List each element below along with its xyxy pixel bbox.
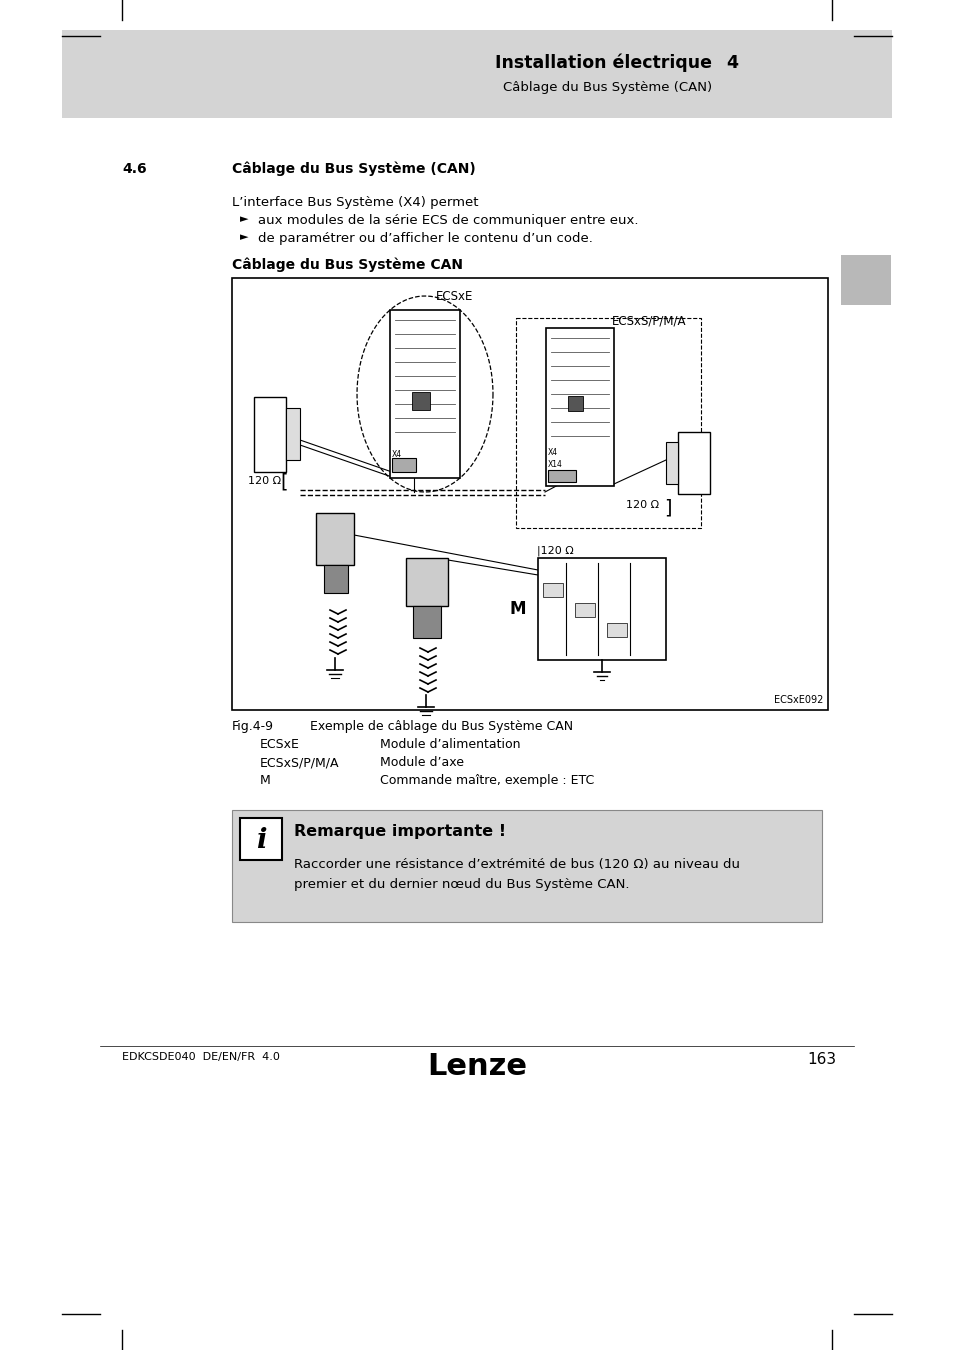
Text: Câblage du Bus Système CAN: Câblage du Bus Système CAN (232, 256, 462, 271)
Text: ECSxS/P/M/A: ECSxS/P/M/A (612, 315, 686, 328)
Text: M: M (260, 774, 271, 787)
Text: X4: X4 (392, 450, 402, 459)
Text: Remarque importante !: Remarque importante ! (294, 824, 506, 838)
FancyBboxPatch shape (678, 432, 709, 494)
Text: Câblage du Bus Système (CAN): Câblage du Bus Système (CAN) (502, 81, 711, 93)
Text: premier et du dernier nœud du Bus Système CAN.: premier et du dernier nœud du Bus Systèm… (294, 878, 629, 891)
Text: ECSxE: ECSxE (436, 290, 474, 302)
Text: ECSxE092: ECSxE092 (773, 695, 822, 705)
FancyBboxPatch shape (62, 30, 891, 117)
FancyBboxPatch shape (392, 458, 416, 472)
Text: [: [ (280, 472, 287, 491)
Text: 120 Ω: 120 Ω (248, 477, 281, 486)
FancyBboxPatch shape (545, 328, 614, 486)
Text: EDKCSDE040  DE/EN/FR  4.0: EDKCSDE040 DE/EN/FR 4.0 (122, 1052, 279, 1062)
FancyBboxPatch shape (253, 397, 286, 472)
FancyBboxPatch shape (390, 310, 459, 478)
FancyBboxPatch shape (841, 255, 890, 305)
FancyBboxPatch shape (240, 818, 282, 860)
Text: Module d’axe: Module d’axe (379, 756, 463, 770)
Text: X14: X14 (547, 460, 562, 468)
Text: Lenze: Lenze (427, 1052, 526, 1081)
FancyBboxPatch shape (537, 558, 665, 660)
Text: ►: ► (240, 215, 248, 224)
Text: L’interface Bus Système (X4) permet: L’interface Bus Système (X4) permet (232, 196, 478, 209)
Text: Exemple de câblage du Bus Système CAN: Exemple de câblage du Bus Système CAN (310, 720, 573, 733)
Text: de paramétrer ou d’afficher le contenu d’un code.: de paramétrer ou d’afficher le contenu d… (257, 232, 592, 244)
Text: ECSxS/P/M/A: ECSxS/P/M/A (260, 756, 339, 770)
Text: Câblage du Bus Système (CAN): Câblage du Bus Système (CAN) (232, 162, 476, 177)
Text: ►: ► (240, 232, 248, 242)
FancyBboxPatch shape (412, 392, 430, 410)
FancyBboxPatch shape (406, 558, 448, 606)
Text: ]: ] (663, 498, 671, 517)
FancyBboxPatch shape (232, 810, 821, 922)
FancyBboxPatch shape (665, 441, 678, 485)
Text: Raccorder une résistance d’extrémité de bus (120 Ω) au niveau du: Raccorder une résistance d’extrémité de … (294, 859, 740, 871)
Text: Commande maître, exemple : ETC: Commande maître, exemple : ETC (379, 774, 594, 787)
FancyBboxPatch shape (324, 566, 348, 593)
Text: |120 Ω: |120 Ω (537, 545, 573, 555)
Text: X4: X4 (547, 448, 558, 458)
FancyBboxPatch shape (315, 513, 354, 566)
Text: ECSxE: ECSxE (260, 738, 299, 751)
FancyBboxPatch shape (547, 470, 576, 482)
Text: i: i (255, 828, 266, 855)
Text: Module d’alimentation: Module d’alimentation (379, 738, 520, 751)
Text: 163: 163 (806, 1052, 835, 1066)
Text: 4: 4 (725, 54, 738, 72)
Text: 4.6: 4.6 (122, 162, 147, 176)
FancyBboxPatch shape (232, 278, 827, 710)
FancyBboxPatch shape (286, 408, 299, 460)
Text: M: M (509, 599, 525, 618)
Text: Fig.4-9: Fig.4-9 (232, 720, 274, 733)
Text: 120 Ω: 120 Ω (625, 500, 659, 510)
FancyBboxPatch shape (575, 603, 595, 617)
FancyBboxPatch shape (606, 622, 626, 637)
Text: aux modules de la série ECS de communiquer entre eux.: aux modules de la série ECS de communiqu… (257, 215, 638, 227)
FancyBboxPatch shape (542, 583, 562, 597)
FancyBboxPatch shape (567, 396, 582, 410)
Text: Installation électrique: Installation électrique (495, 54, 711, 73)
FancyBboxPatch shape (413, 606, 440, 639)
